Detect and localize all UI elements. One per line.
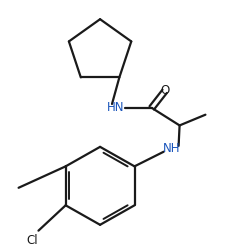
Text: O: O	[159, 84, 169, 97]
Text: HN: HN	[107, 101, 124, 114]
Text: Cl: Cl	[27, 234, 38, 247]
Text: NH: NH	[162, 142, 180, 155]
